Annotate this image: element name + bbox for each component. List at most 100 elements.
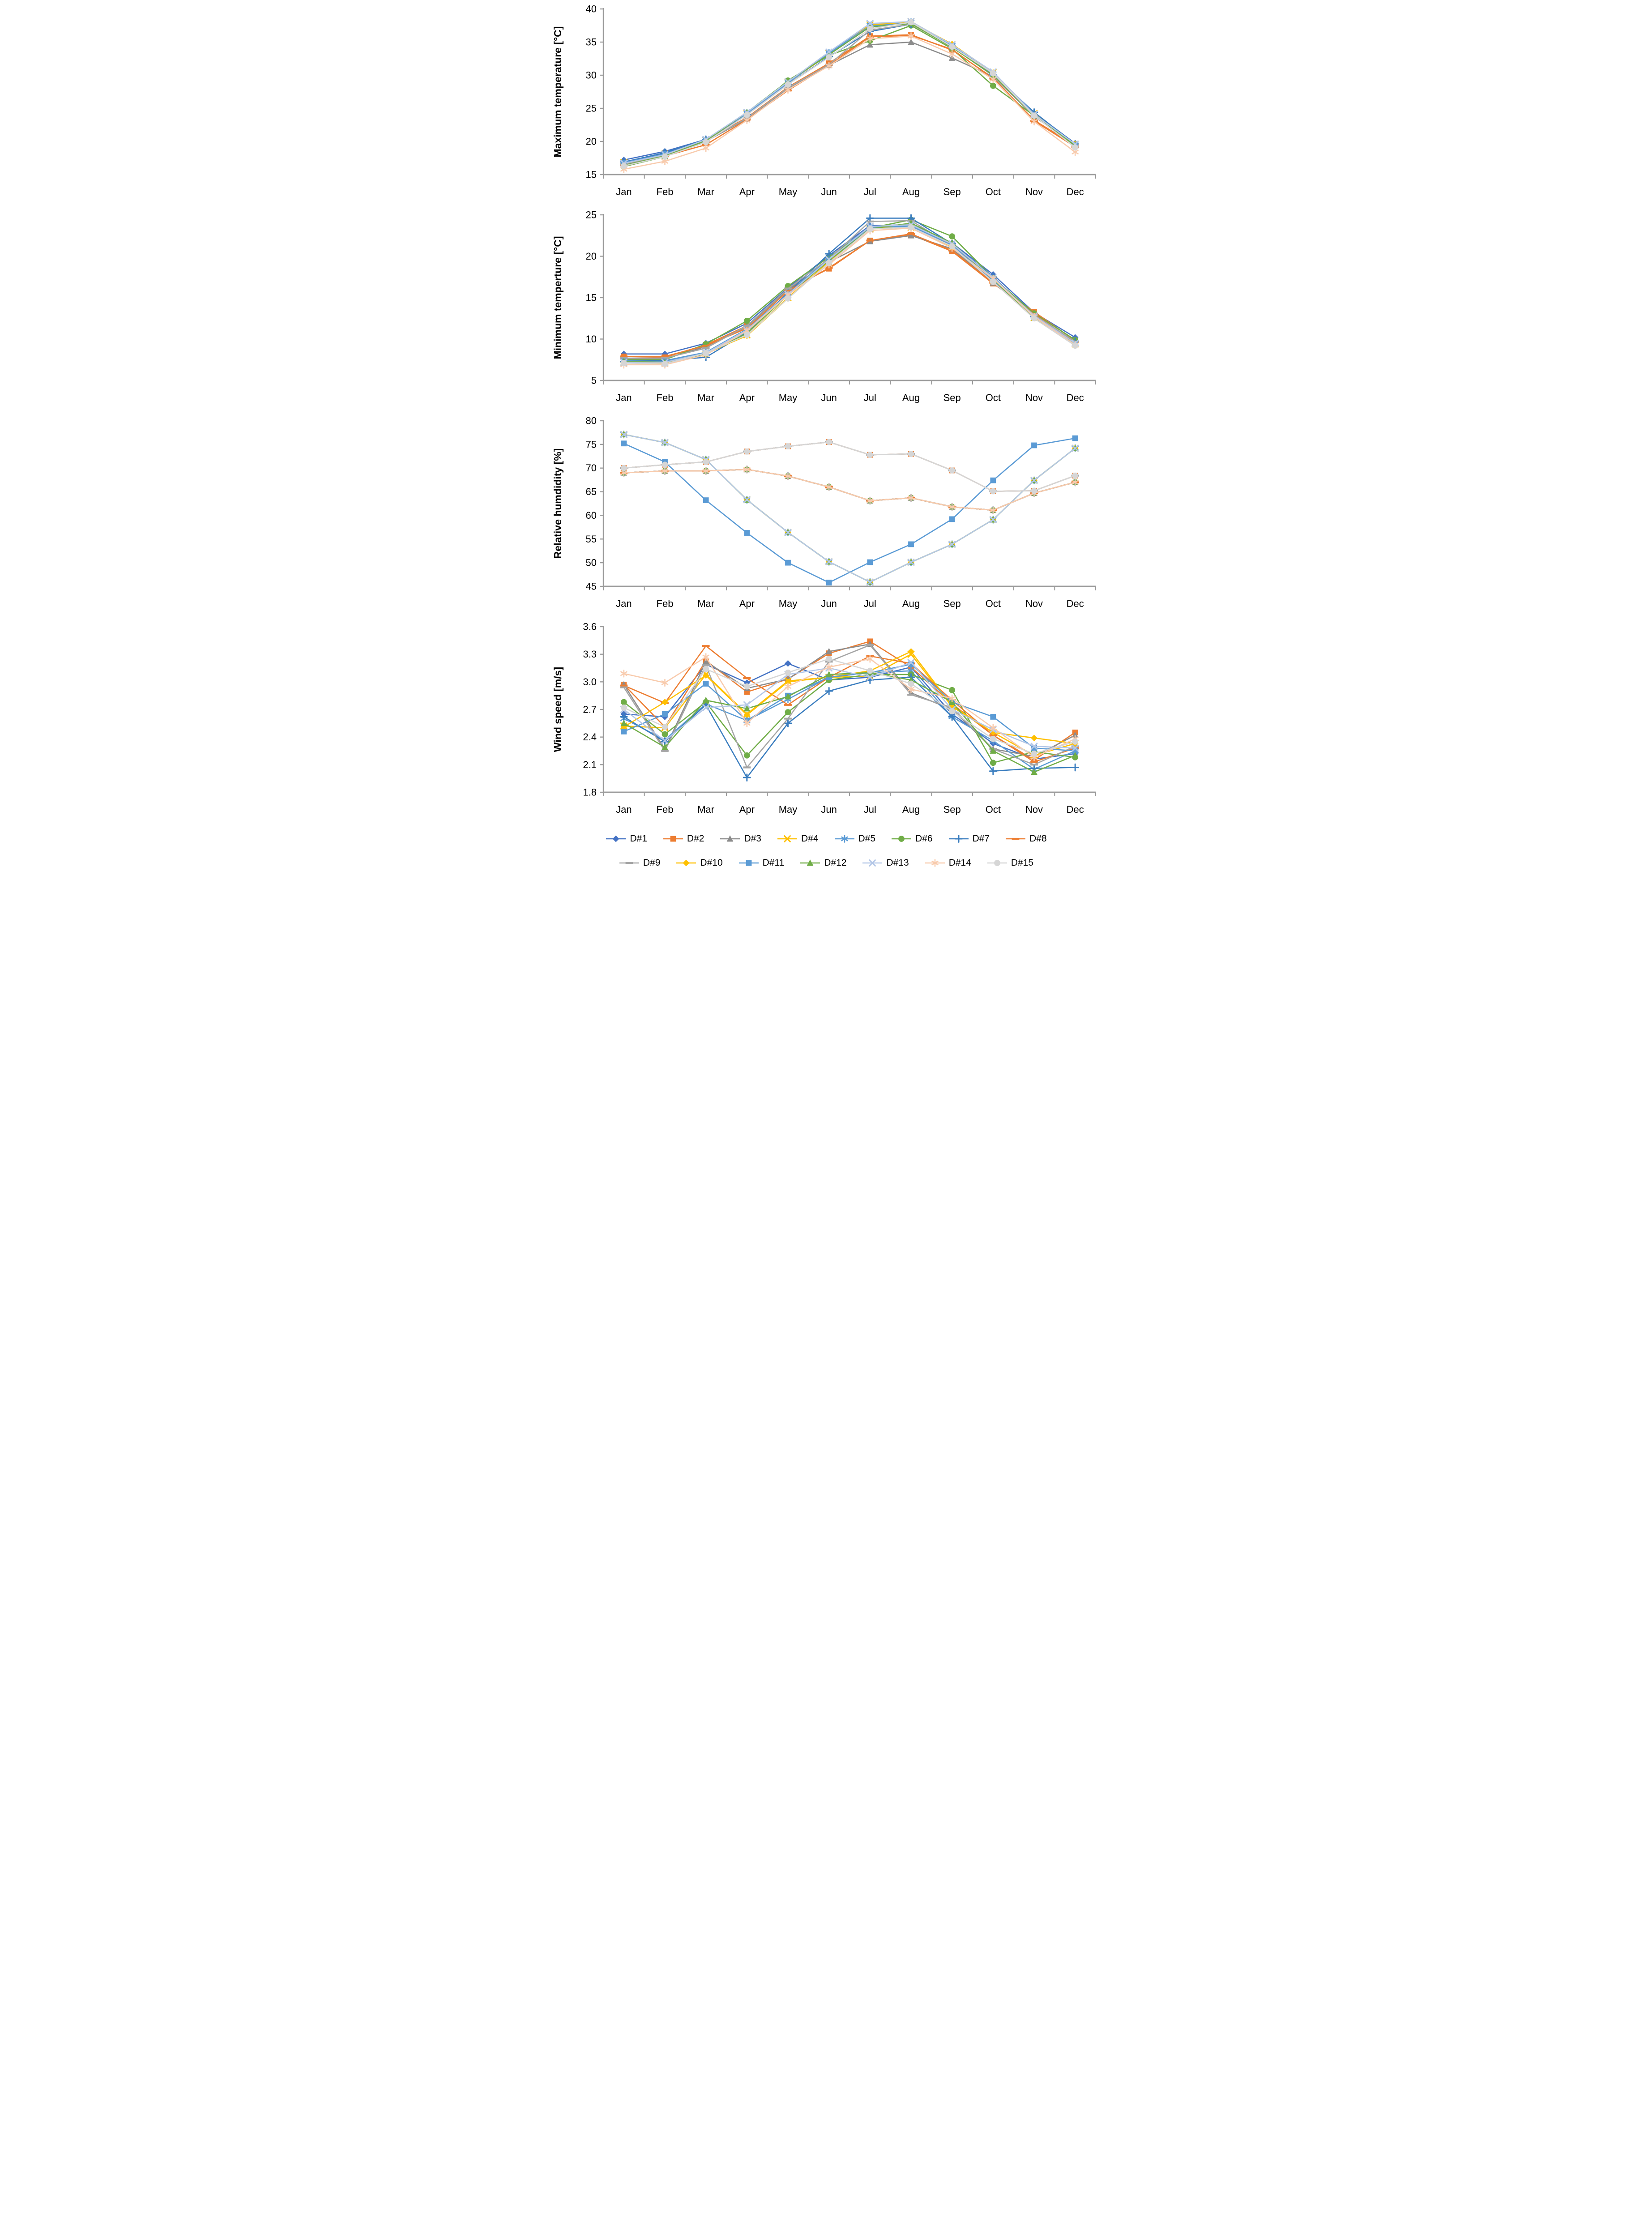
y-tick-label: 80 <box>585 415 596 427</box>
legend-label: D#2 <box>687 833 704 844</box>
plus-marker <box>948 713 956 721</box>
y-tick-label: 3.6 <box>583 621 597 632</box>
x-marker <box>907 559 914 566</box>
series-D14 <box>620 32 1079 173</box>
legend-row-2: D#9 D#10 D#11 D#12 D#13 D#14 D#15 <box>580 857 1072 869</box>
asterisk-marker <box>784 682 791 691</box>
x-tick-label: Dec <box>1066 392 1084 403</box>
x-marker <box>661 737 668 744</box>
series-D11 <box>620 435 1078 585</box>
circle-marker <box>908 19 914 26</box>
diamond-marker <box>612 835 619 842</box>
triangle-marker <box>866 41 873 48</box>
plus-marker <box>954 835 963 843</box>
square-marker <box>670 836 676 842</box>
asterisk-marker <box>841 835 848 843</box>
legend-swatch <box>663 836 683 842</box>
y-tick-label: 60 <box>585 510 596 521</box>
x-marker <box>620 431 628 438</box>
asterisk-marker <box>1030 117 1037 126</box>
square-marker <box>746 860 752 866</box>
plus-marker <box>824 687 833 695</box>
x-tick-label: Jun <box>821 804 837 815</box>
x-marker <box>989 516 997 523</box>
triangle-marker <box>743 705 750 712</box>
x-tick-label: Sep <box>943 392 960 403</box>
legend-item-D9: D#9 <box>619 857 660 869</box>
x-tick-label: Jan <box>616 392 632 403</box>
y-tick-label: 10 <box>585 333 596 345</box>
triangle-marker <box>727 835 734 842</box>
plus-marker <box>784 719 792 727</box>
y-tick-label: 75 <box>585 439 596 450</box>
legend-label: D#15 <box>1011 858 1034 868</box>
circle-marker <box>662 724 668 730</box>
legend-row-1: D#1 D#2 D#3 D#4 D#5 D#6 D#7 D#8 <box>580 833 1072 845</box>
triangle-marker <box>620 719 627 726</box>
legend-label: D#3 <box>744 833 761 844</box>
legend-swatch <box>892 836 912 842</box>
asterisk-marker <box>948 503 956 511</box>
circle-marker <box>898 836 905 842</box>
triangle-marker <box>661 743 668 750</box>
legend-item-D10: D#10 <box>675 857 723 869</box>
x-tick-label: Mar <box>697 804 714 815</box>
legend-swatch <box>606 835 626 842</box>
plus-marker <box>989 767 997 775</box>
circle-marker <box>1071 342 1078 349</box>
legend-item-D1: D#1 <box>605 833 647 845</box>
legend-label: D#11 <box>762 858 785 868</box>
square-marker <box>703 681 709 687</box>
series-D9 <box>619 23 1079 165</box>
circle-marker <box>743 683 750 690</box>
x-tick-label: Jul <box>863 598 876 609</box>
asterisk-marker <box>866 34 874 43</box>
legend-item-D14: D#14 <box>924 857 971 869</box>
chart-legend: D#1 D#2 D#3 D#4 D#5 D#6 D#7 D#8 D#9 D#10 D#11 D#12 D… <box>580 833 1072 869</box>
x-tick-label: Oct <box>985 392 1000 403</box>
x-marker <box>743 496 751 504</box>
diamond-marker <box>784 660 791 667</box>
x-tick-label: Jul <box>863 392 876 403</box>
circle-marker <box>867 26 873 32</box>
square-marker <box>949 516 955 522</box>
relative-humidity-chart: 45 50 55 60 65 70 75 80 Jan Feb Mar Apr May Jun Jul Aug… <box>549 414 1104 620</box>
circle-marker <box>743 448 750 455</box>
x-marker <box>869 859 876 867</box>
legend-item-D2: D#2 <box>662 833 704 845</box>
asterisk-marker <box>931 859 939 867</box>
series-D12 <box>620 669 1079 775</box>
circle-marker <box>620 704 627 711</box>
circle-marker <box>825 54 832 60</box>
triangle-marker <box>1071 752 1079 759</box>
square-marker <box>1031 442 1037 448</box>
x-tick-label: Jun <box>821 392 837 403</box>
y-tick-label: 3.3 <box>583 649 597 660</box>
circle-marker <box>990 488 996 495</box>
circle-marker <box>785 295 791 302</box>
y-axis-title: Wind speed [m/s] <box>552 667 563 752</box>
diamond-marker <box>784 678 791 685</box>
diamond-marker <box>683 859 690 867</box>
circle-marker <box>825 439 832 445</box>
asterisk-marker <box>907 685 914 693</box>
figure-page: 15 20 25 30 35 40 Jan Feb Mar Apr May Jun Jul Aug Sep O… <box>548 0 1104 878</box>
circle-marker <box>743 317 750 324</box>
triangle-marker <box>1030 768 1037 775</box>
wind-speed-plot: 1.8 2.1 2.4 2.7 3.0 3.3 3.6 Jan Feb Mar Apr May Jun J… <box>552 621 1096 815</box>
max-temperature-plot: 15 20 25 30 35 40 Jan Feb Mar Apr May Jun Jul Aug Sep O… <box>552 4 1096 197</box>
x-tick-label: Nov <box>1025 392 1042 403</box>
x-tick-label: Jan <box>616 598 632 609</box>
x-tick-label: Apr <box>739 598 754 609</box>
x-tick-label: Apr <box>739 392 754 403</box>
asterisk-marker <box>743 116 751 124</box>
circle-marker <box>948 43 955 50</box>
x-tick-label: Feb <box>656 598 673 609</box>
diamond-marker <box>743 679 750 686</box>
asterisk-marker <box>989 724 997 732</box>
circle-marker <box>1071 144 1078 151</box>
series-D13 <box>620 431 1079 586</box>
square-marker <box>990 477 996 483</box>
diamond-marker <box>1030 735 1037 742</box>
legend-swatch <box>738 860 759 866</box>
